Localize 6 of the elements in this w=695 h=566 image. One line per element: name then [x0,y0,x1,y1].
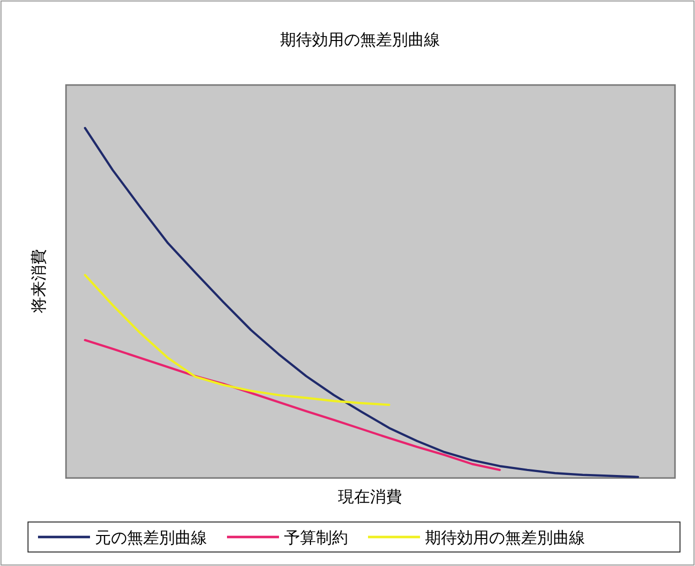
legend-label: 期待効用の無差別曲線 [425,528,585,547]
chart-title: 期待効用の無差別曲線 [280,30,440,49]
legend-label: 元の無差別曲線 [95,528,207,547]
x-axis-title: 現在消費 [338,487,402,506]
legend-label: 予算制約 [284,528,348,547]
y-axis-title: 将来消費 [29,249,48,314]
